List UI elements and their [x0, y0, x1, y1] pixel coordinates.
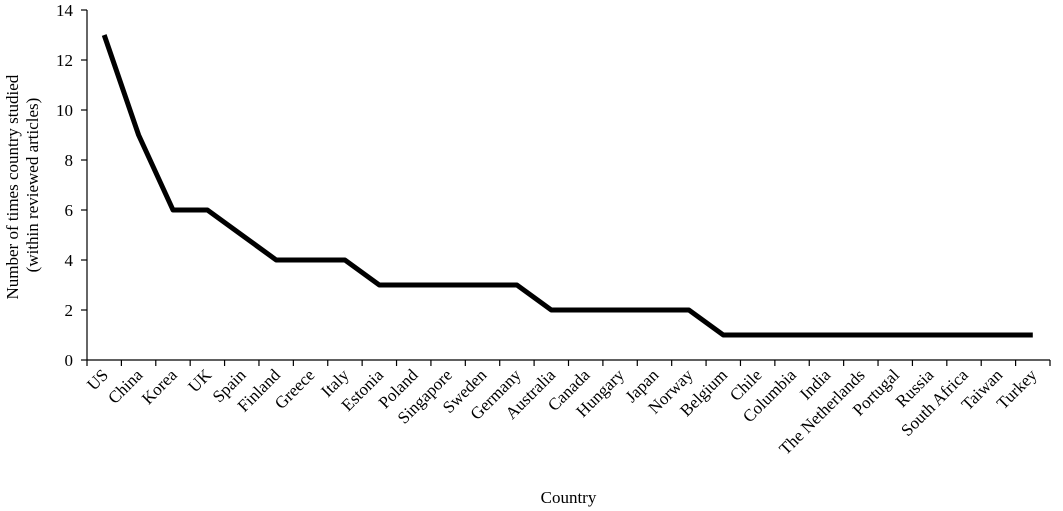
series-line-1 — [101, 34, 1033, 338]
y-tick-label: 10 — [56, 101, 73, 120]
y-tick-label: 14 — [56, 1, 74, 20]
plot-area — [101, 34, 1033, 338]
y-tick-label: 2 — [65, 301, 74, 320]
y-axis-title-line-2: (within reviewed articles) — [23, 98, 42, 273]
y-axis-title-line-1: Number of times country studied — [3, 74, 22, 299]
y-tick-label: 12 — [56, 51, 73, 70]
y-tick-label: 0 — [65, 351, 74, 370]
y-ticks: 0 2 4 6 8 10 12 14 — [56, 1, 87, 370]
y-tick-label: 8 — [65, 151, 74, 170]
y-tick-label: 6 — [65, 201, 74, 220]
x-tick-label: Greece — [271, 365, 318, 412]
y-axis-title: Number of times country studied (within … — [3, 71, 42, 300]
x-tick-label: China — [104, 365, 146, 407]
x-tick-label: Korea — [138, 365, 181, 408]
x-tick-label: Turkey — [993, 365, 1041, 413]
y-tick-label: 4 — [65, 251, 74, 270]
y-axis: 0 2 4 6 8 10 12 14 Number of times country stud… — [3, 1, 88, 370]
x-axis-title: Country — [541, 488, 597, 507]
x-ticks — [86, 360, 1051, 366]
